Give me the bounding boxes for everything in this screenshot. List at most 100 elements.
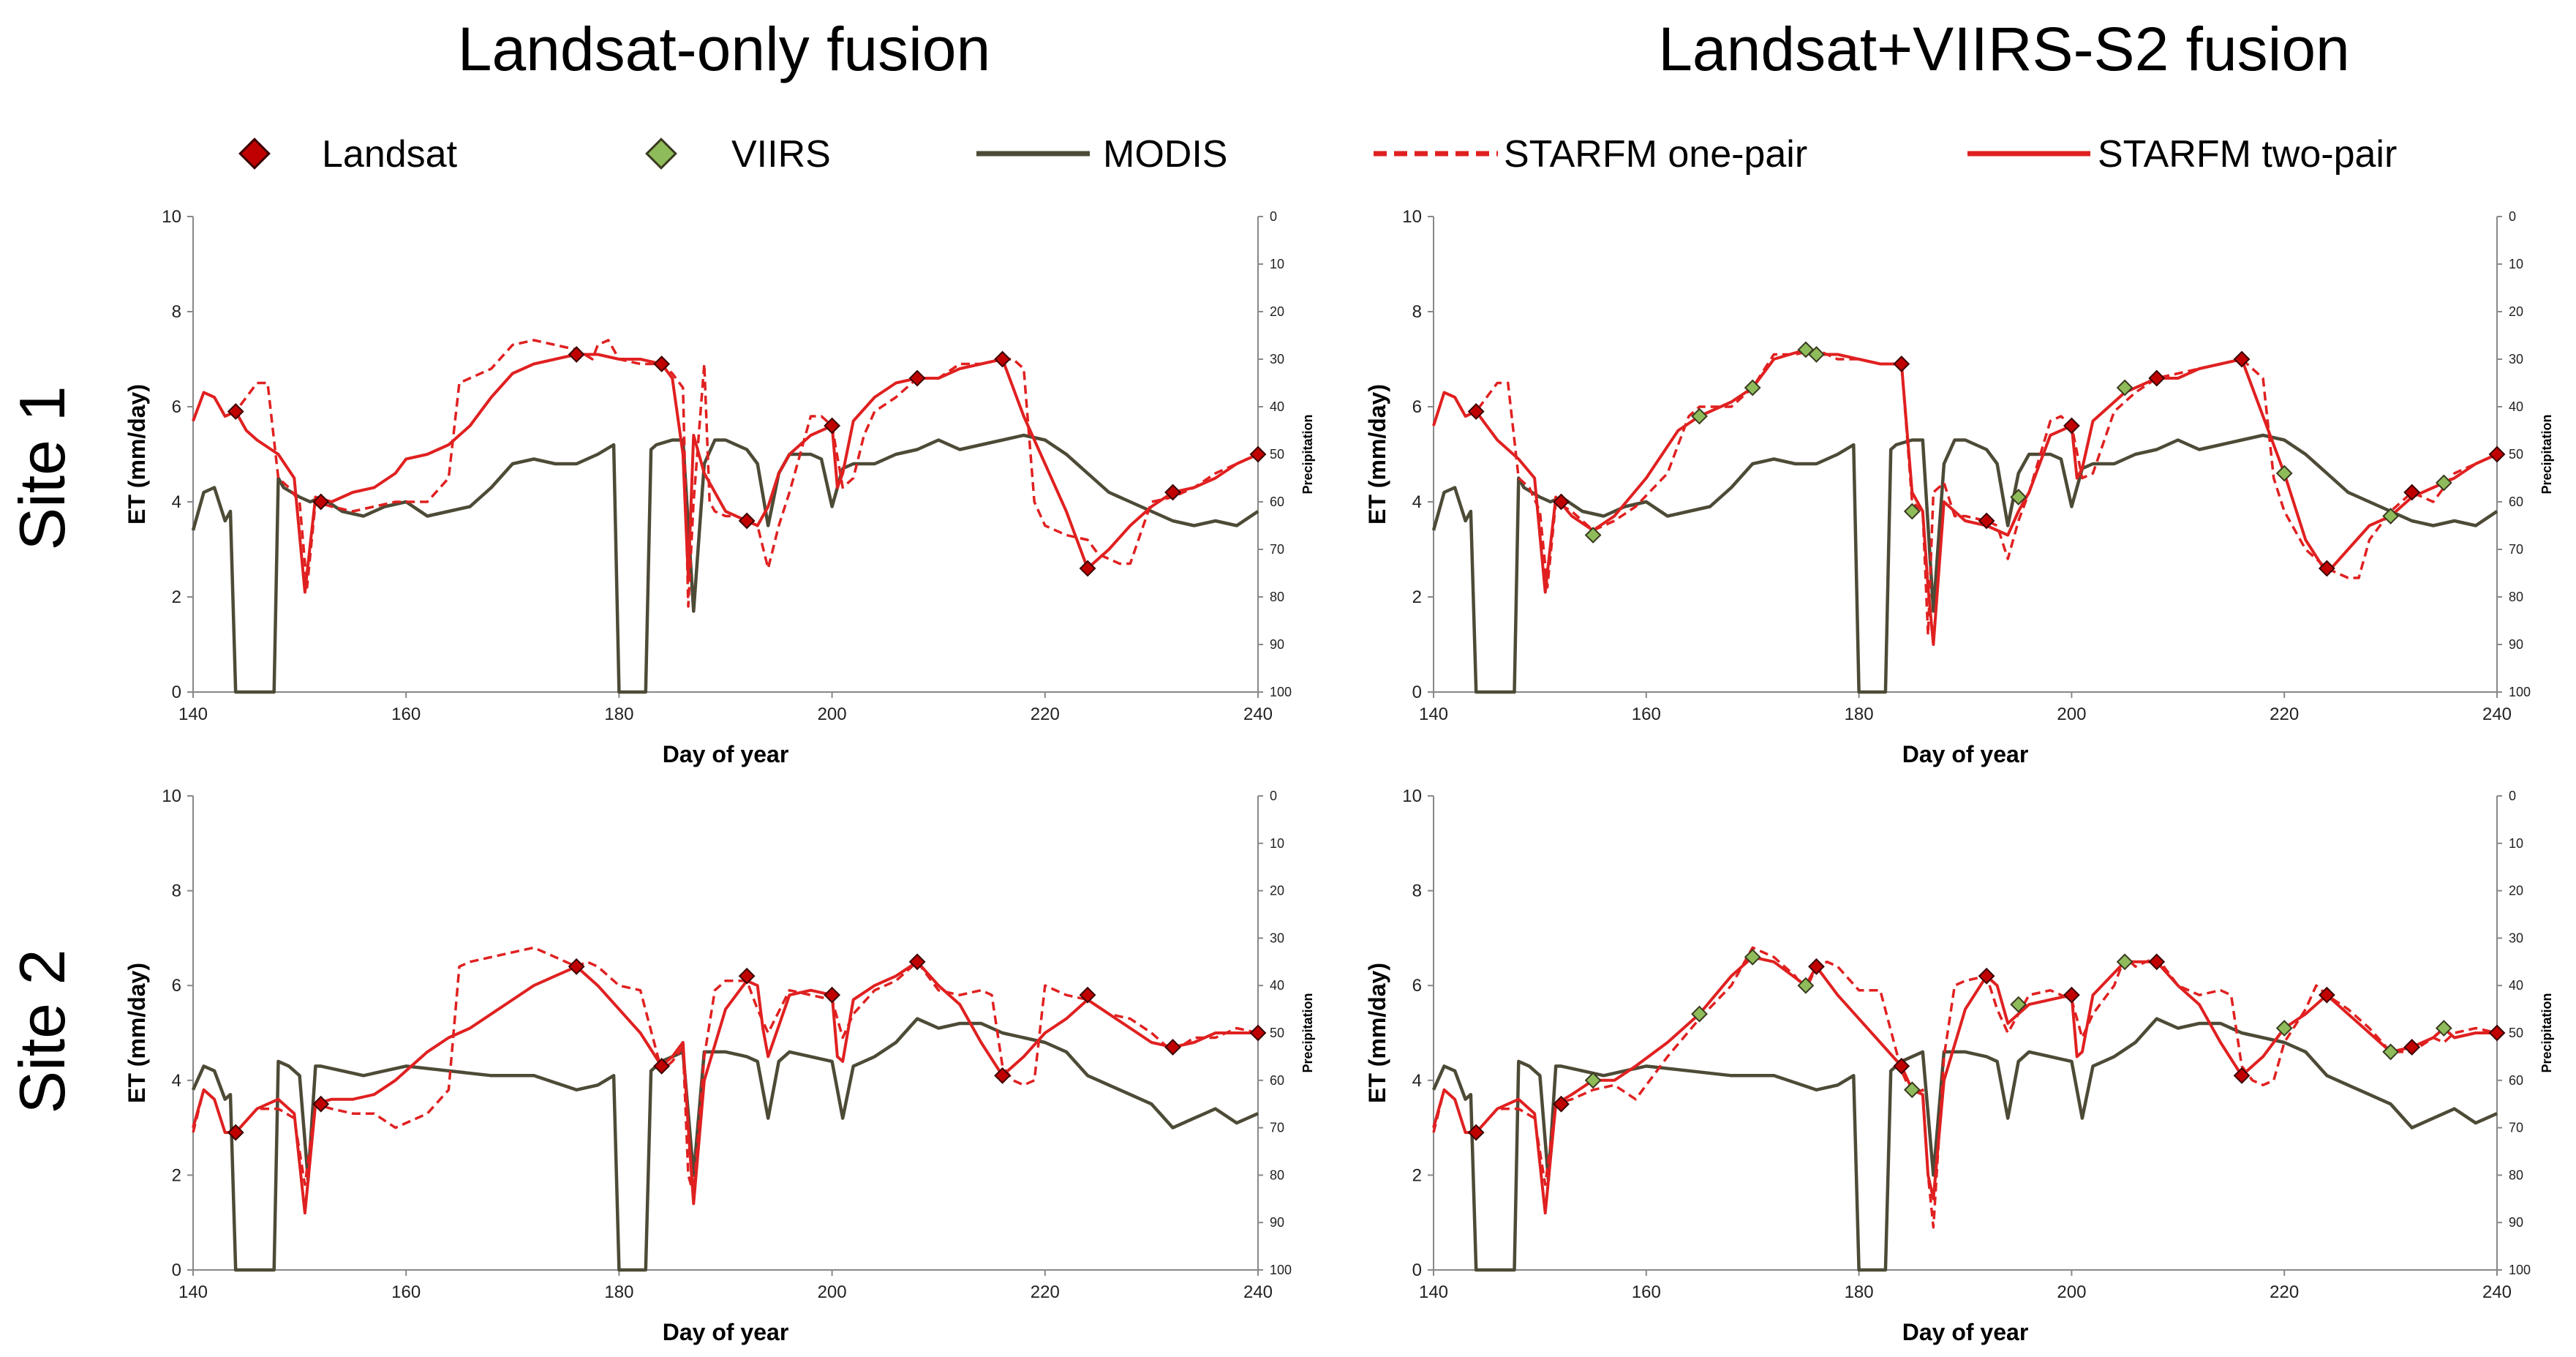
data-point-landsat: [653, 356, 671, 372]
y2-tick-label: 0: [1270, 209, 1277, 224]
y2-tick-label: 30: [1270, 352, 1284, 366]
series-line-starfm-two-pair: [1432, 348, 2498, 646]
data-point-viirs: [1744, 948, 1761, 966]
data-point-viirs: [1797, 977, 1815, 994]
y2-tick-label: 30: [2509, 931, 2523, 945]
y-tick-label: 2: [172, 587, 181, 607]
x-axis-label: Day of year: [663, 741, 789, 767]
y-tick-label: 4: [172, 492, 181, 512]
legend-item-landsat: Landsat: [238, 133, 458, 176]
data-point-viirs: [1744, 379, 1761, 396]
y-tick-label: 0: [1412, 1260, 1422, 1280]
series-line-modis: [191, 1017, 1259, 1272]
legend-landsat-label: Landsat: [322, 133, 458, 176]
y-tick-label: 2: [1412, 1165, 1422, 1185]
row-label-site-1: Site 1: [6, 386, 78, 550]
y2-tick-label: 40: [1270, 399, 1284, 414]
y2-tick-label: 100: [1270, 685, 1292, 699]
data-point-landsat: [908, 369, 926, 387]
legend-item-starfm-two-pair: STARFM two-pair: [1967, 133, 2397, 176]
data-point-viirs: [1584, 1072, 1602, 1089]
y2-tick-label: 50: [1270, 1026, 1284, 1040]
y2-tick-label: 80: [1270, 1168, 1284, 1182]
data-point-viirs: [1903, 1081, 1921, 1099]
y2-tick-label: 90: [1270, 1215, 1284, 1230]
x-tick-label: 180: [1845, 1282, 1874, 1302]
x-tick-label: 220: [1031, 1282, 1060, 1302]
y2-tick-label: 30: [2509, 352, 2523, 366]
data-point-landsat: [994, 1067, 1011, 1084]
series-line-starfm-one-pair: [1432, 946, 2498, 1229]
y2-tick-label: 20: [1270, 304, 1284, 319]
y-tick-label: 0: [172, 1260, 181, 1280]
y-axis-label: ET (mm/day): [1364, 384, 1390, 525]
series-line-starfm-two-pair: [192, 353, 1259, 594]
y2-tick-label: 50: [2509, 1026, 2523, 1040]
x-tick-label: 160: [391, 1282, 421, 1302]
data-point-landsat: [1164, 484, 1181, 501]
series-line-starfm-one-pair: [1432, 348, 2498, 636]
data-point-landsat: [2488, 1024, 2506, 1042]
x-axis-label: Day of year: [1902, 1319, 2029, 1345]
data-point-landsat: [1893, 1057, 1910, 1075]
y2-tick-label: 40: [2509, 978, 2523, 993]
series-line-starfm-one-pair: [192, 946, 1259, 1196]
x-tick-label: 140: [1419, 1282, 1448, 1302]
x-tick-label: 200: [818, 704, 847, 724]
y2-tick-label: 80: [2509, 1168, 2523, 1182]
y2-tick-label: 10: [1270, 836, 1284, 851]
y2-tick-label: 0: [1270, 789, 1277, 803]
y2-tick-label: 100: [2509, 1263, 2531, 1277]
column-title-right: Landsat+VIIRS-S2 fusion: [1658, 15, 2350, 83]
data-point-viirs: [2116, 379, 2134, 396]
legend-landsat-marker: [238, 138, 271, 170]
data-point-landsat: [1978, 512, 1995, 530]
data-point-landsat: [1893, 356, 1910, 372]
y-tick-label: 6: [1412, 397, 1422, 417]
y2-tick-label: 70: [1270, 1121, 1284, 1135]
y2-tick-label: 40: [2509, 399, 2523, 414]
y2-tick-label: 10: [2509, 257, 2523, 271]
y-tick-label: 0: [172, 683, 181, 702]
data-point-landsat: [653, 1057, 671, 1075]
data-point-landsat: [2233, 1067, 2251, 1084]
y2-tick-label: 80: [2509, 590, 2523, 604]
y2-tick-label: 30: [1270, 931, 1284, 945]
data-point-landsat: [1249, 1024, 1267, 1042]
data-point-landsat: [227, 403, 244, 420]
x-tick-label: 200: [2057, 1282, 2086, 1302]
y2-tick-label: 70: [1270, 542, 1284, 557]
y2-tick-label: 50: [1270, 447, 1284, 462]
data-point-viirs: [2010, 489, 2027, 505]
y-tick-label: 2: [1412, 587, 1422, 607]
data-point-landsat: [994, 350, 1011, 368]
y-tick-label: 8: [1412, 302, 1422, 322]
x-tick-label: 140: [1419, 704, 1448, 724]
y2-axis-label: Precipitation: [1300, 993, 1315, 1072]
data-point-viirs: [1584, 527, 1602, 544]
legend-viirs-marker: [645, 138, 677, 170]
data-point-landsat: [312, 493, 330, 511]
row-label-site-2: Site 2: [6, 949, 78, 1113]
data-point-landsat: [1808, 958, 1825, 975]
data-point-landsat: [1164, 1039, 1181, 1056]
data-point-landsat: [2318, 560, 2335, 577]
y-tick-label: 8: [172, 882, 181, 901]
y-tick-label: 8: [172, 302, 181, 322]
y2-tick-label: 20: [2509, 884, 2523, 898]
legend-item-starfm-one-pair: STARFM one-pair: [1374, 133, 1807, 176]
y-tick-label: 6: [172, 976, 181, 996]
y-tick-label: 10: [162, 207, 181, 227]
series-line-modis: [191, 433, 1259, 694]
y2-tick-label: 70: [2509, 1121, 2523, 1135]
data-point-landsat: [2233, 350, 2251, 368]
y2-tick-label: 90: [2509, 637, 2523, 652]
data-point-landsat: [2403, 484, 2421, 501]
y-tick-label: 8: [1412, 882, 1422, 901]
y2-tick-label: 0: [2509, 209, 2516, 224]
data-point-landsat: [1467, 1124, 1485, 1141]
y2-tick-label: 20: [1270, 884, 1284, 898]
